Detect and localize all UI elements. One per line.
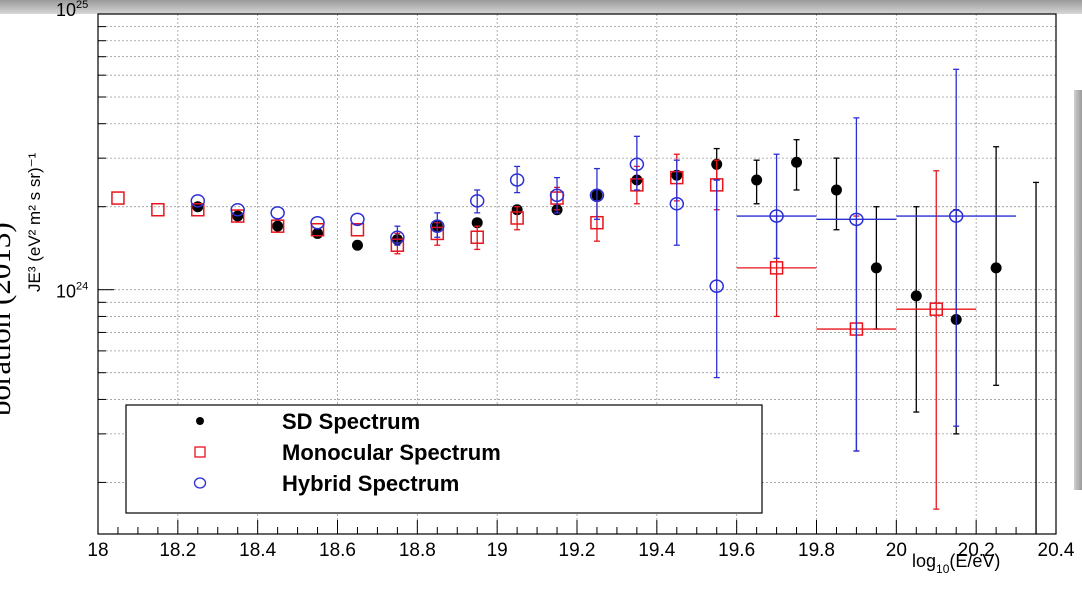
x-tick-label: 19.2 [559, 540, 596, 561]
hybrid-point [469, 194, 485, 208]
legend-marker-monocular [194, 446, 206, 458]
hybrid-point [849, 212, 864, 227]
x-tick-label: 20.4 [1038, 540, 1075, 561]
hybrid-point [509, 173, 525, 187]
monocular-point [310, 222, 325, 237]
hybrid-point [350, 212, 365, 227]
legend-marker-hybrid [193, 477, 207, 489]
top-shadow-bar [0, 0, 1082, 14]
right-shadow-panel [1074, 90, 1082, 490]
x-tick-label: 20.2 [958, 540, 995, 561]
hybrid-point [549, 188, 565, 203]
x-axis-label: log10(E/eV) [912, 551, 1000, 576]
monocular-point [270, 219, 285, 233]
sd-point [312, 227, 324, 239]
x-tick-label: 18.4 [239, 540, 276, 561]
legend-label: Hybrid Spectrum [282, 471, 459, 496]
hybrid-point [669, 197, 685, 211]
sd-point [990, 262, 1002, 274]
sd-point [791, 156, 803, 168]
y-tick-label: 1024 [56, 281, 88, 302]
sd-point [471, 217, 483, 229]
x-tick-label: 19.6 [718, 540, 755, 561]
sd-point [870, 262, 882, 274]
monocular-point [230, 209, 245, 223]
hybrid-point [230, 202, 245, 217]
sd-point [751, 174, 763, 186]
x-tick-label: 18 [87, 540, 108, 561]
data-marks [111, 68, 1040, 534]
x-tick-label: 18.2 [159, 540, 196, 561]
monocular-point [111, 191, 125, 205]
hybrid-point [589, 188, 605, 203]
hybrid-point [270, 206, 285, 220]
legend-box [125, 404, 763, 514]
hybrid-point [310, 215, 325, 230]
hybrid-point [769, 209, 784, 223]
x-tick-label: 18.8 [399, 540, 436, 561]
legend-marker-sd [196, 417, 204, 425]
axes [97, 13, 1057, 535]
legend-label: Monocular Spectrum [282, 440, 501, 465]
x-tick-label: 19 [487, 540, 508, 561]
sd-point [830, 184, 842, 196]
monocular-point [350, 222, 365, 237]
x-tick-label: 19.8 [798, 540, 835, 561]
hybrid-point [948, 209, 964, 223]
side-caption: boration (2013) [0, 222, 17, 416]
sd-point [910, 290, 922, 302]
monocular-point [510, 211, 524, 225]
hybrid-point [390, 230, 405, 244]
y-tick-label: 1025 [56, 0, 88, 20]
monocular-point [151, 202, 165, 217]
hybrid-point [629, 157, 645, 172]
monocular-point [470, 230, 484, 244]
legend: SD Spectrum Monocular Spectrum Hybrid Spec… [125, 404, 763, 514]
x-tick-label: 19.4 [638, 540, 675, 561]
monocular-point [769, 261, 784, 275]
monocular-point [929, 302, 943, 316]
sd-point [272, 220, 284, 232]
axis-labels: 18 18.2 18.4 18.6 18.8 19 19.2 19.4 19.6 19.8 20 20… [25, 0, 1075, 576]
y-axis-label: JE³ (eV² m² s sr)⁻¹ [25, 152, 44, 292]
sd-point [351, 239, 363, 251]
hybrid-point [430, 219, 445, 233]
x-tick-label: 18.6 [319, 540, 356, 561]
hybrid-point [709, 279, 724, 293]
x-tick-label: 20 [886, 540, 907, 561]
legend-label: SD Spectrum [282, 409, 420, 434]
hybrid-point [190, 194, 206, 208]
monocular-point [191, 202, 205, 217]
